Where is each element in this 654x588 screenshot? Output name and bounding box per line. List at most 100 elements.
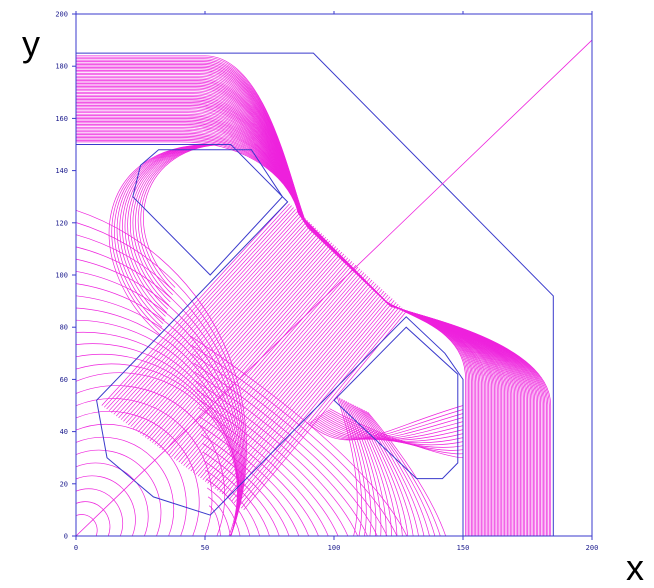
- fringe-arc-left: [75, 501, 111, 537]
- y-tick-label: 0: [64, 533, 68, 541]
- y-tick-label: 80: [60, 324, 68, 332]
- fringe-arc-bottom: [207, 487, 241, 537]
- coil-loop-lower: [310, 413, 464, 440]
- gap-field-line: [226, 298, 393, 498]
- x-tick-label: 200: [586, 544, 599, 552]
- coil-loop-upper: [111, 144, 213, 332]
- x-axis-label: x: [626, 547, 644, 588]
- fringe-arc-bottom: [197, 398, 339, 537]
- fringe-arc-center: [358, 407, 419, 537]
- field-line: [76, 55, 552, 536]
- gap-field-line: [111, 209, 296, 413]
- y-axis-label: y: [22, 23, 40, 64]
- fringe-arc-bottom: [206, 478, 251, 537]
- fringe-arc-center: [351, 403, 398, 537]
- gap-field-line: [128, 222, 310, 426]
- fringe-arc-center: [356, 406, 414, 537]
- fringe-arc-bottom: [201, 434, 300, 537]
- gap-field-line: [142, 233, 323, 436]
- coil-loop-upper: [108, 144, 212, 335]
- gap-field-line: [108, 207, 294, 412]
- gap-field-line: [154, 242, 333, 445]
- fringe-arc-left: [75, 488, 124, 537]
- gap-field-line: [188, 268, 361, 470]
- fringe-arc-bottom: [194, 371, 368, 537]
- y-tick-label: 180: [55, 63, 68, 71]
- x-tick-label: 0: [74, 544, 78, 552]
- gap-field-line: [192, 272, 365, 473]
- gap-field-line: [113, 210, 298, 415]
- x-tick-label: 150: [457, 544, 470, 552]
- gap-field-line: [156, 244, 335, 447]
- coil-loop-upper: [140, 144, 226, 292]
- gap-field-line: [171, 255, 347, 458]
- fringe-arc-center: [362, 409, 430, 537]
- fringe-arc-left: [75, 449, 162, 537]
- field-lines: [75, 55, 552, 537]
- geometry-outlines: [75, 39, 593, 537]
- y-tick-label: 20: [60, 480, 68, 488]
- coil-loop-lower: [315, 417, 464, 440]
- fringe-arc-bottom: [204, 460, 270, 537]
- lower-coil-outline: [333, 326, 459, 480]
- gap-field-line: [123, 218, 306, 422]
- x-tick-label: 100: [328, 544, 341, 552]
- x-tick-label: 50: [201, 544, 209, 552]
- fringe-arc-center: [354, 405, 409, 537]
- coil-loop-upper: [114, 144, 214, 328]
- gap-field-line: [159, 246, 337, 449]
- fringe-arc-left: [75, 283, 241, 537]
- gap-field-line: [204, 281, 375, 482]
- gap-field-line: [195, 274, 367, 475]
- fringe-arc-bottom: [202, 442, 290, 537]
- fringe-arc-bottom: [203, 451, 280, 537]
- gap-field-line: [152, 240, 331, 443]
- fringe-arc-bottom: [205, 469, 261, 537]
- gap-field-line: [101, 201, 288, 406]
- fringe-arc-bottom: [200, 425, 310, 537]
- gap-field-line: [231, 302, 397, 502]
- gap-field-line: [168, 253, 345, 456]
- gap-field-line: [125, 220, 308, 424]
- fringe-arc-center: [360, 408, 425, 537]
- fringe-arc-center: [347, 401, 387, 537]
- fringe-arc-center: [340, 398, 367, 537]
- coil-loop-upper: [143, 144, 227, 288]
- gap-field-line: [144, 235, 325, 438]
- coil-loop-upper: [138, 144, 225, 296]
- gap-field-line: [219, 292, 387, 493]
- fringe-arc-left: [75, 307, 240, 537]
- gap-field-line: [238, 307, 403, 507]
- gap-field-line: [185, 266, 359, 468]
- fringe-arc-left: [75, 423, 187, 537]
- fringe-arc-left: [75, 331, 239, 537]
- fringe-arc-bottom: [199, 416, 319, 537]
- gap-field-line: [233, 303, 399, 504]
- fringe-arc-bottom: [196, 389, 349, 537]
- fringe-arc-center: [336, 396, 358, 537]
- fringe-arc-bottom: [190, 335, 408, 537]
- fringe-arc-center: [363, 410, 436, 537]
- y-tick-label: 100: [55, 272, 68, 280]
- fringe-arc-bottom: [198, 407, 329, 537]
- fringe-arc-left: [75, 475, 136, 537]
- coil-loop-upper: [135, 144, 224, 299]
- fringe-arc-center: [342, 399, 372, 537]
- fringe-arc-left: [75, 209, 247, 537]
- gap-field-line: [147, 236, 327, 440]
- y-tick-label: 120: [55, 219, 68, 227]
- gap-field-line: [176, 259, 351, 461]
- gap-field-line: [229, 300, 395, 500]
- upper-coil-outline: [132, 149, 284, 276]
- gap-field-line: [135, 227, 316, 431]
- axis-ticks: [72, 11, 593, 540]
- fringe-arc-left: [75, 436, 175, 537]
- y-tick-label: 140: [55, 167, 68, 175]
- gap-field-line: [197, 275, 369, 477]
- y-tick-label: 60: [60, 376, 68, 384]
- fringe-arc-center: [338, 397, 363, 537]
- fringe-arc-left: [75, 514, 98, 537]
- gap-field-line: [166, 251, 343, 454]
- fringe-arc-left: [75, 462, 149, 537]
- gap-field-line: [190, 270, 363, 472]
